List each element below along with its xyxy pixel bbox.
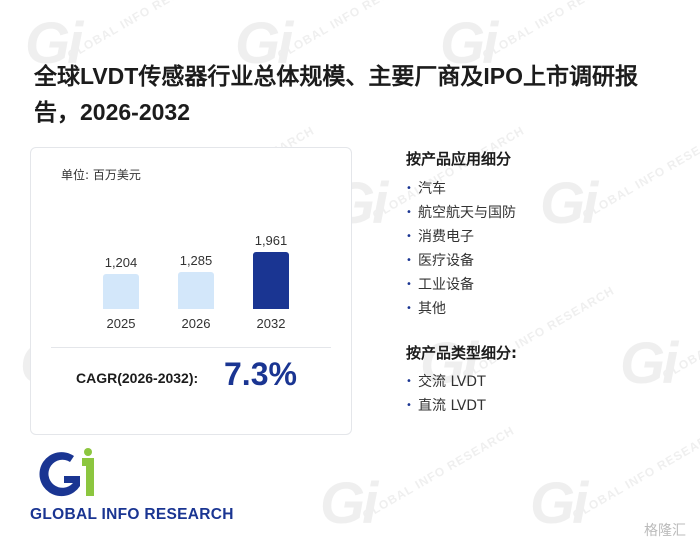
list-item: • 工业设备 xyxy=(406,273,516,297)
bullet-icon: • xyxy=(406,255,412,266)
application-segment-list: • 汽车 • 航空航天与国防 • 消费电子 • 医疗设备 • 工业设备 • 其他 xyxy=(406,177,516,321)
list-item: • 直流 LVDT xyxy=(406,394,486,418)
bullet-icon: • xyxy=(406,183,412,194)
list-item: • 交流 LVDT xyxy=(406,370,486,394)
x-tick-label: 2026 xyxy=(181,316,211,331)
logo-text: GLOBAL INFO RESEARCH xyxy=(30,506,234,523)
type-segment-title: 按产品类型细分: xyxy=(406,344,517,362)
x-tick-label: 2032 xyxy=(256,316,286,331)
bullet-icon: • xyxy=(406,400,412,411)
cagr-label: CAGR(2026-2032): xyxy=(76,370,199,386)
list-item: • 汽车 xyxy=(406,177,516,201)
cagr-value: 7.3% xyxy=(224,356,297,392)
type-segment-list: • 交流 LVDT • 直流 LVDT xyxy=(406,370,486,418)
gi-logo-icon xyxy=(39,448,94,497)
bullet-icon: • xyxy=(406,303,412,314)
bar-value-label: 1,961 xyxy=(254,233,288,248)
bullet-icon: • xyxy=(406,279,412,290)
report-title: 全球LVDT传感器行业总体规模、主要厂商及IPO上市调研报告，2026-2032 xyxy=(34,63,638,125)
x-tick-label: 2025 xyxy=(106,316,136,331)
application-segment-title: 按产品应用细分 xyxy=(406,150,512,168)
bar-2025 xyxy=(103,274,139,309)
divider xyxy=(51,347,331,348)
company-logo: GLOBAL INFO RESEARCH xyxy=(30,446,240,526)
list-item: • 消费电子 xyxy=(406,225,516,249)
bullet-icon: • xyxy=(406,231,412,242)
bullet-icon: • xyxy=(406,207,412,218)
source-mark: 格隆汇 xyxy=(644,523,686,539)
bar-value-label: 1,204 xyxy=(104,255,138,270)
bar-value-label: 1,285 xyxy=(179,253,213,268)
bar-2026 xyxy=(178,272,214,309)
list-item: • 医疗设备 xyxy=(406,249,516,273)
unit-label: 单位: 百万美元 xyxy=(61,168,141,182)
market-size-card: 单位: 百万美元 CAGR(2026-2032): 7.3% 1,204 2025… xyxy=(30,147,352,435)
bar-2032 xyxy=(253,252,289,309)
list-item: • 航空航天与国防 xyxy=(406,201,516,225)
bullet-icon: • xyxy=(406,376,412,387)
list-item: • 其他 xyxy=(406,297,516,321)
